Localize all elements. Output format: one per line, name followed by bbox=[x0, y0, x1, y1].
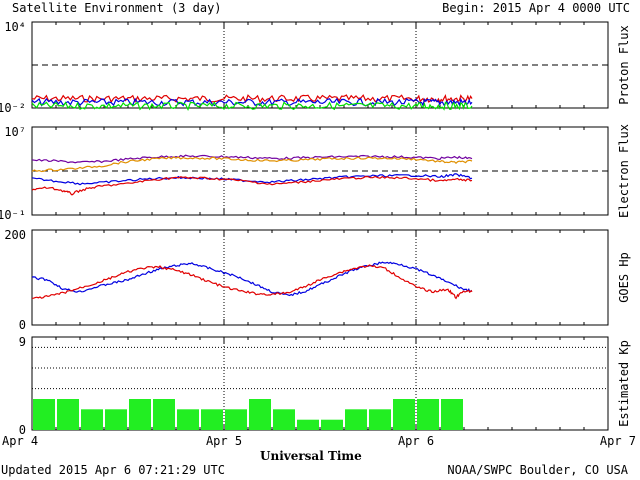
y-tick-label-bottom: 10⁻² bbox=[0, 101, 26, 115]
kp-bar bbox=[81, 409, 103, 430]
y-axis-label-hp: GOES Hp bbox=[617, 252, 631, 303]
kp-bar bbox=[177, 409, 199, 430]
y-tick-label-bottom: 0 bbox=[19, 318, 26, 332]
y-axis-label-kp: Estimated Kp bbox=[617, 340, 631, 427]
series-line-proton-1 bbox=[31, 97, 473, 108]
x-axis-label: Universal Time bbox=[260, 449, 362, 463]
credit-text: NOAA/SWPC Boulder, CO USA bbox=[447, 463, 628, 477]
kp-bar bbox=[417, 399, 439, 430]
series-line-hp-0 bbox=[31, 261, 472, 297]
kp-bar bbox=[201, 409, 223, 430]
chart-title: Satellite Environment (3 day) bbox=[12, 1, 222, 15]
series-line-electron-0 bbox=[31, 154, 473, 164]
begin-value: 2015 Apr 4 0000 UTC bbox=[492, 1, 630, 15]
panel-frame-hp bbox=[31, 229, 609, 326]
kp-bar bbox=[225, 409, 247, 430]
kp-bar bbox=[345, 409, 367, 430]
kp-bar bbox=[105, 409, 127, 430]
series-line-electron-2 bbox=[31, 173, 473, 186]
y-tick-label-bottom: 0 bbox=[19, 423, 26, 437]
kp-bar bbox=[249, 399, 271, 430]
series-line-electron-3 bbox=[31, 175, 473, 196]
series-line-proton-2 bbox=[31, 101, 473, 111]
y-tick-label-top: 9 bbox=[19, 335, 26, 349]
kp-bar bbox=[441, 399, 463, 430]
begin-label: Begin: bbox=[442, 1, 486, 15]
panel-frame-electron bbox=[31, 126, 609, 216]
series-line-hp-1 bbox=[31, 264, 473, 300]
updated-timestamp: Updated 2015 Apr 6 07:21:29 UTC bbox=[1, 463, 225, 477]
x-tick-label: Apr 5 bbox=[206, 434, 242, 448]
kp-bar bbox=[369, 409, 391, 430]
kp-bar bbox=[273, 409, 295, 430]
x-tick-label: Apr 6 bbox=[398, 434, 434, 448]
x-tick-label: Apr 7 bbox=[600, 434, 636, 448]
y-tick-label-bottom: 10⁻¹ bbox=[0, 208, 26, 222]
kp-bar bbox=[297, 419, 319, 430]
x-tick-label: Apr 4 bbox=[2, 434, 38, 448]
kp-bar bbox=[321, 419, 343, 430]
begin-time: Begin: 2015 Apr 4 0000 UTC bbox=[442, 1, 630, 15]
kp-bar bbox=[57, 399, 79, 430]
y-axis-label-proton: Proton Flux bbox=[617, 25, 631, 104]
panel-frame-proton bbox=[31, 21, 609, 109]
kp-bar bbox=[129, 399, 151, 430]
kp-bar bbox=[393, 399, 415, 430]
kp-bar bbox=[153, 399, 175, 430]
series-line-electron-1 bbox=[31, 156, 473, 173]
y-tick-label-top: 200 bbox=[4, 228, 26, 242]
y-tick-label-top: 10⁷ bbox=[4, 125, 26, 139]
y-axis-label-electron: Electron Flux bbox=[617, 124, 631, 218]
kp-bar bbox=[33, 399, 55, 430]
y-tick-label-top: 10⁴ bbox=[4, 20, 26, 34]
